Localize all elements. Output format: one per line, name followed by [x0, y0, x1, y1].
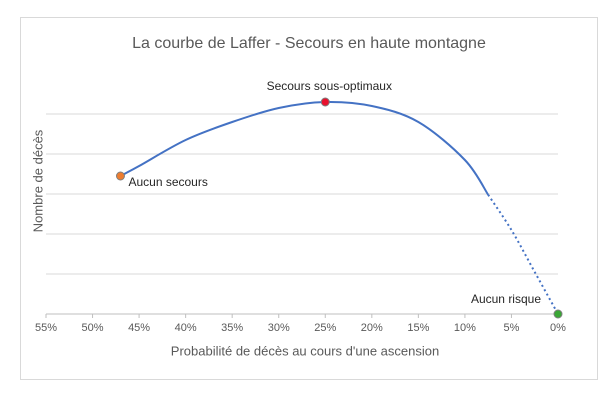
- x-tick-label: 30%: [268, 322, 290, 334]
- x-tick-label: 45%: [128, 322, 150, 334]
- x-tick-label: 10%: [454, 322, 476, 334]
- line-series: [119, 100, 490, 196]
- x-axis-title: Probabilité de décès au cours d'une asce…: [171, 343, 439, 358]
- x-tick-label: 40%: [175, 322, 197, 334]
- point-marker: [115, 171, 125, 181]
- point-label: Aucun secours: [128, 175, 207, 189]
- chart-frame: [20, 17, 598, 380]
- x-tick-label: 20%: [361, 322, 383, 334]
- chart-title: La courbe de Laffer - Secours en haute m…: [132, 35, 486, 52]
- x-tick-label: 5%: [504, 322, 520, 334]
- line-series: [487, 194, 559, 315]
- x-tick-label: 35%: [221, 322, 243, 334]
- point-label: Secours sous-optimaux: [267, 79, 392, 93]
- x-tick-label: 25%: [314, 322, 336, 334]
- point-marker: [553, 309, 563, 319]
- x-tick-label: 50%: [82, 322, 104, 334]
- point-label: Aucun risque: [471, 292, 541, 306]
- point-marker: [320, 97, 330, 107]
- x-tick-label: 55%: [35, 322, 57, 334]
- y-axis-title: Nombre de décès: [30, 129, 45, 232]
- x-tick-label: 15%: [407, 322, 429, 334]
- x-tick-label: 0%: [550, 322, 566, 334]
